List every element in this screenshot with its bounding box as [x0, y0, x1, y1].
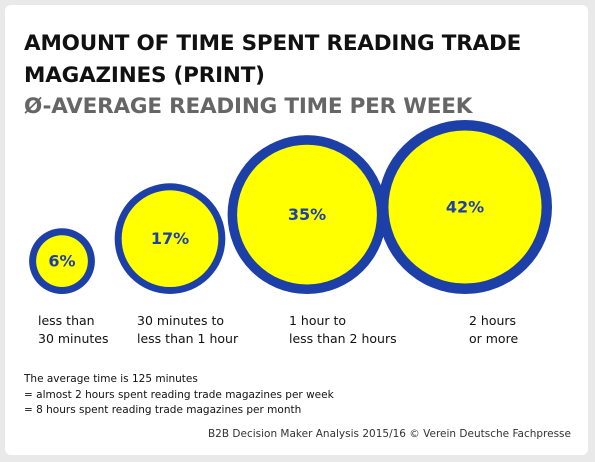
average-time-note: The average time is 125 minutes = almost…	[24, 372, 564, 419]
bubble-1	[36, 235, 88, 287]
note-line-2: = almost 2 hours spent reading trade mag…	[24, 388, 334, 401]
note-line-3: = 8 hours spent reading trade magazines …	[24, 404, 302, 416]
category-label-3: 1 hour to less than 2 hours	[289, 313, 397, 346]
category-label-1: less than 30 minutes	[38, 313, 109, 346]
bubble-value-label-1: 6%	[48, 252, 75, 271]
source-credit: B2B Decision Maker Analysis 2015/16 © Ve…	[207, 428, 571, 440]
category-label-2: 30 minutes to less than 1 hour	[137, 313, 239, 346]
bubble-3	[237, 144, 377, 285]
bubble-value-label-3: 35%	[288, 205, 326, 224]
bubble-4	[388, 130, 542, 284]
bubble-value-label-4: 42%	[446, 198, 484, 217]
bubble-value-label-2: 17%	[151, 229, 189, 248]
chart-subtitle: Ø-AVERAGE READING TIME PER WEEK	[24, 94, 473, 119]
chart-title: AMOUNT OF TIME SPENT READING TRADE MAGAZ…	[24, 31, 522, 88]
bubble-2	[121, 190, 219, 287]
note-line-1: The average time is 125 minutes	[24, 373, 198, 385]
category-label-4: 2 hours or more	[469, 313, 519, 346]
